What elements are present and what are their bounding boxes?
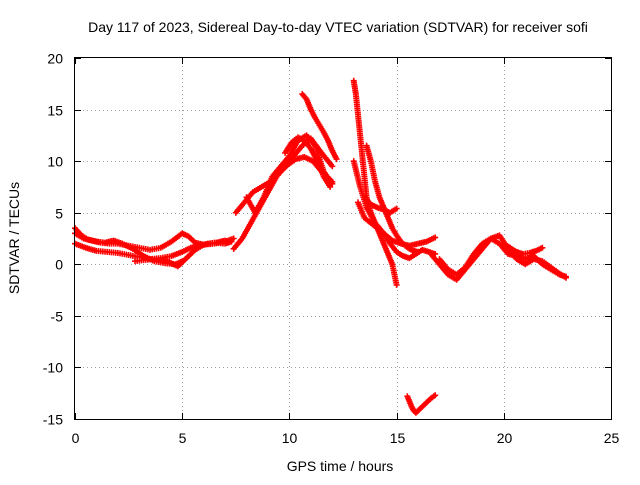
x-tick-labels: 0 5 10 15 20 25 [72, 430, 620, 446]
data-point [230, 235, 237, 242]
x-tick-label: 25 [604, 430, 620, 446]
data-point [393, 205, 400, 212]
series-track-o [404, 392, 439, 416]
y-tick-label: 20 [47, 51, 63, 67]
data-point [333, 156, 340, 163]
y-tick-label: -10 [43, 360, 63, 376]
plot-frame [74, 57, 612, 420]
series-track-i [282, 134, 334, 190]
series-track-m [363, 142, 422, 255]
y-tick-label: -5 [51, 309, 64, 325]
x-tick-label: 15 [390, 430, 406, 446]
x-axis-title: GPS time / hours [287, 458, 394, 474]
data-point [432, 234, 439, 241]
x-tick-label: 20 [497, 430, 513, 446]
y-tick-label: 5 [55, 206, 63, 222]
series-track-r [500, 240, 546, 257]
data-point [327, 183, 334, 190]
y-tick-label: 0 [55, 257, 63, 273]
series-track-d [132, 238, 235, 270]
y-tick-label: 15 [47, 103, 63, 119]
x-tick-label: 5 [179, 430, 187, 446]
series-track-l [355, 199, 439, 262]
series-track-h [299, 91, 340, 163]
data-point [562, 273, 569, 280]
x-tick-label: 0 [72, 430, 80, 446]
data-point [415, 248, 422, 255]
data-point [329, 163, 336, 170]
axis-ticks [75, 58, 612, 420]
data-series [72, 77, 569, 416]
data-point [228, 238, 235, 245]
grid [75, 58, 611, 419]
data-point [539, 244, 546, 251]
data-point [432, 392, 439, 399]
x-tick-label: 10 [282, 430, 298, 446]
series-track-n [361, 194, 400, 216]
data-point [393, 281, 400, 288]
chart-title: Day 117 of 2023, Sidereal Day-to-day VTE… [88, 19, 588, 35]
y-tick-label: -15 [43, 412, 63, 428]
y-tick-label: 10 [47, 154, 63, 170]
y-axis-title: SDTVAR / TECUs [6, 182, 22, 294]
y-tick-labels: -15 -10 -5 0 5 10 15 20 [43, 51, 63, 428]
